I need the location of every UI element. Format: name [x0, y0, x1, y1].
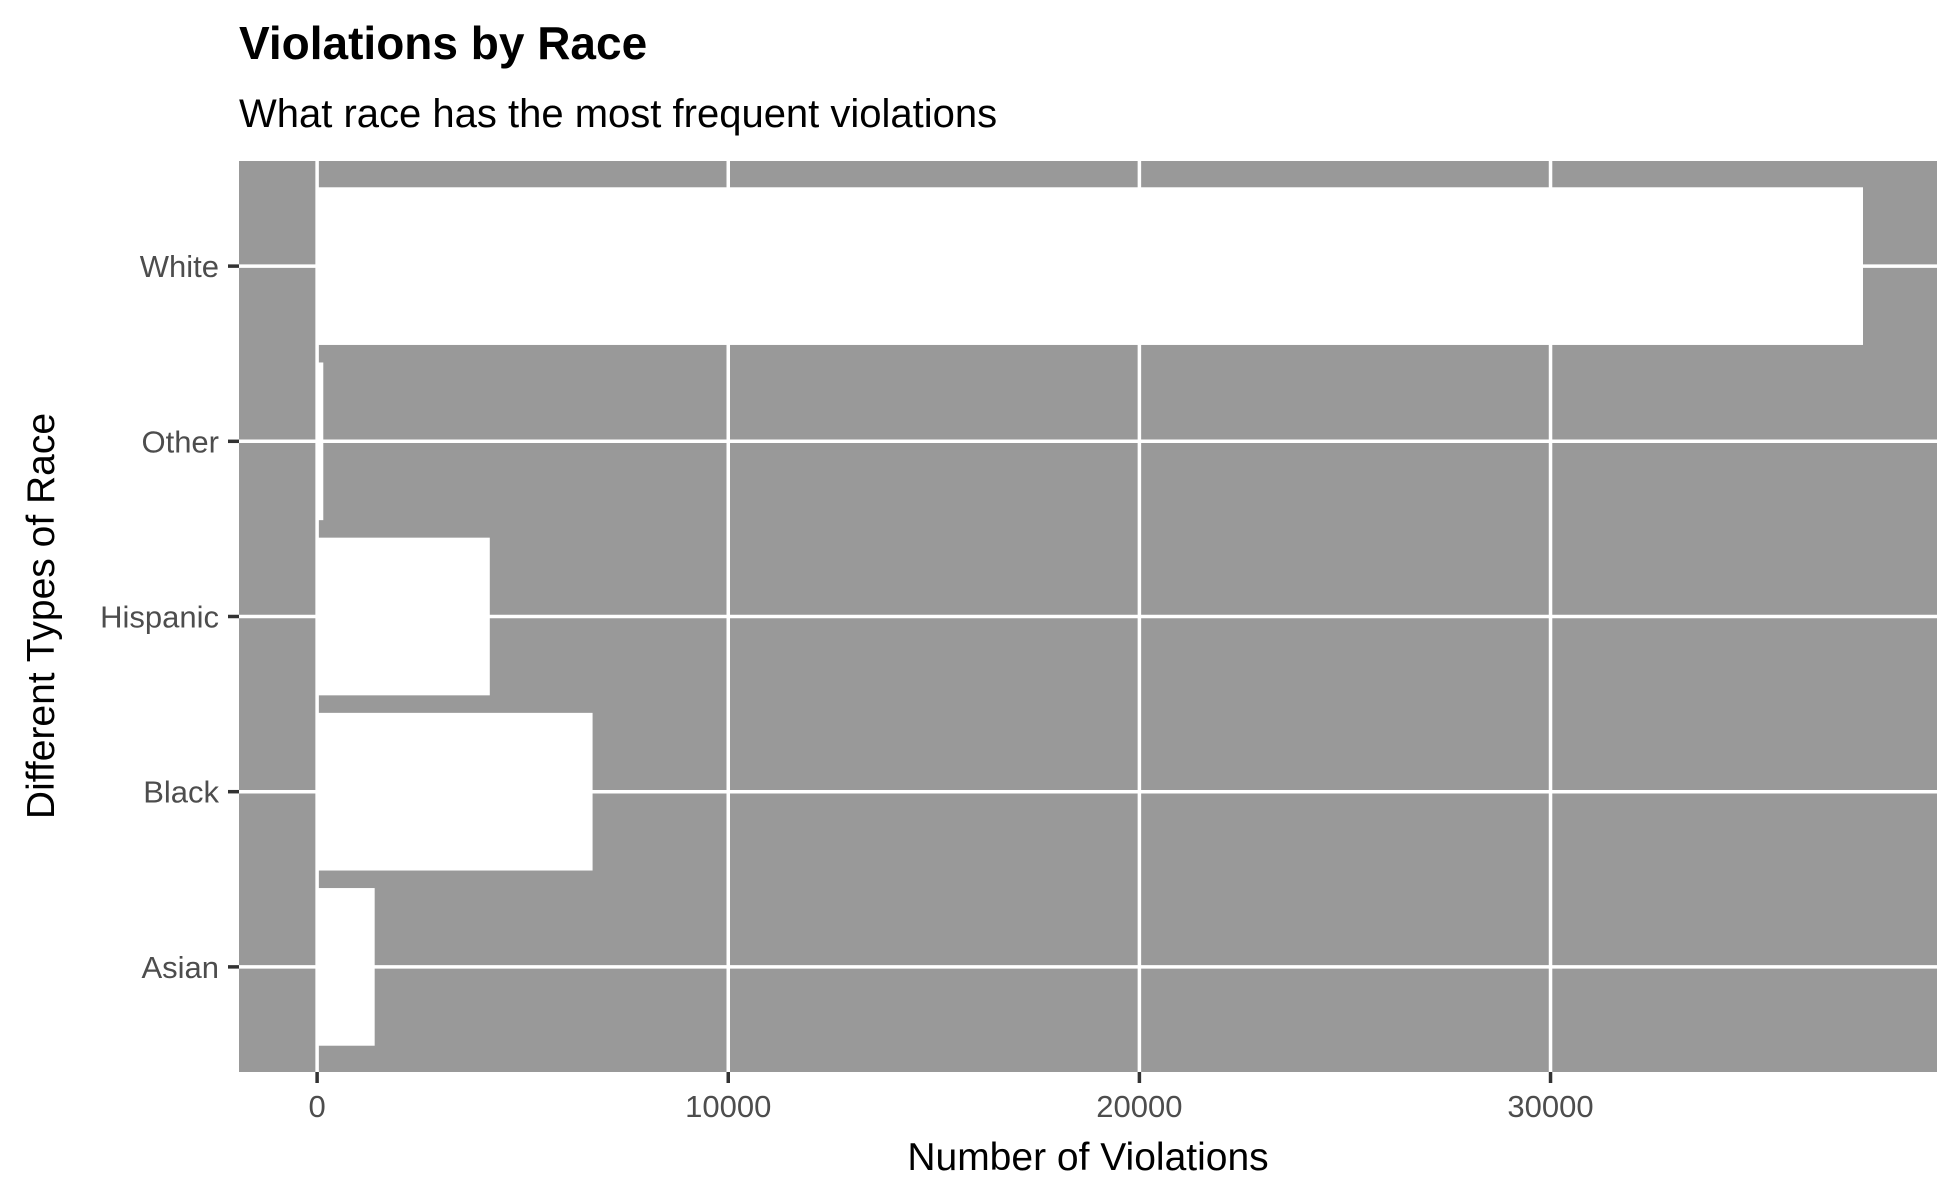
y-axis-ticks: Asian Black Hispanic Other White — [100, 249, 239, 985]
x-tick-label-1: 10000 — [685, 1089, 771, 1124]
bar-white — [317, 187, 1863, 345]
chart-subtitle: What race has the most frequent violatio… — [239, 92, 997, 136]
x-tick-label-3: 30000 — [1507, 1089, 1593, 1124]
x-axis-title: Number of Violations — [907, 1136, 1268, 1179]
y-tick-label-other: Other — [141, 424, 219, 459]
x-tick-label-2: 20000 — [1096, 1089, 1182, 1124]
bar-hispanic — [317, 537, 490, 696]
y-tick-label-asian: Asian — [141, 950, 219, 985]
bar-other — [317, 362, 324, 521]
x-tick-label-0: 0 — [308, 1089, 325, 1124]
y-tick-label-white: White — [140, 249, 219, 284]
y-tick-label-black: Black — [143, 775, 219, 810]
bar-black — [317, 712, 593, 871]
bars — [317, 187, 1863, 1046]
x-axis-ticks: 0 10000 20000 30000 — [308, 1072, 1594, 1124]
y-axis-title: Different Types of Race — [20, 413, 63, 819]
chart-title: Violations by Race — [239, 17, 647, 69]
bar-asian — [317, 888, 375, 1046]
y-tick-label-hispanic: Hispanic — [100, 600, 219, 635]
